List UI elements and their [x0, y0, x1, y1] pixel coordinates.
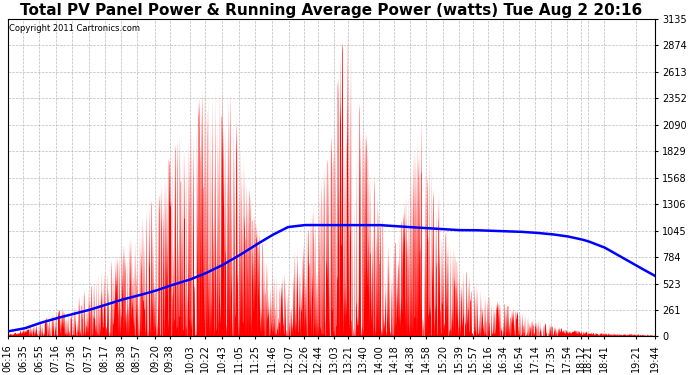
- Title: Total PV Panel Power & Running Average Power (watts) Tue Aug 2 20:16: Total PV Panel Power & Running Average P…: [20, 3, 642, 18]
- Text: Copyright 2011 Cartronics.com: Copyright 2011 Cartronics.com: [9, 24, 140, 33]
